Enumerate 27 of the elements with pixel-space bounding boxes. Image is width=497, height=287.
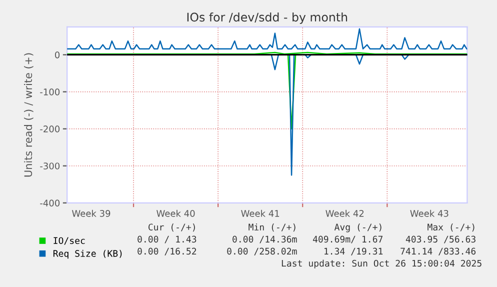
text: Min (-/+) bbox=[248, 224, 296, 232]
x-tick-label: Week 41 bbox=[241, 210, 280, 217]
y-tick-label: -400 bbox=[40, 200, 60, 206]
text: Cur (-/+) bbox=[148, 224, 195, 232]
y-axis-title: Units read (-) / write (+) bbox=[24, 53, 34, 177]
text: 0.00 /16.52 bbox=[138, 248, 196, 256]
x-tick-label: Week 43 bbox=[410, 210, 448, 217]
text: 0.00 /14.36m bbox=[232, 236, 297, 244]
text: 409.69m/ 1.67 bbox=[312, 236, 383, 244]
y-tick-label: -100 bbox=[40, 88, 60, 96]
x-tick-label: Week 42 bbox=[326, 210, 364, 217]
text: 1.34 /19.31 bbox=[324, 248, 383, 256]
legend-label: Req Size (KB) bbox=[53, 250, 122, 259]
y-tick-label: -200 bbox=[40, 126, 60, 132]
text: Avg (-/+) bbox=[334, 223, 382, 232]
text: Max (-/+) bbox=[428, 224, 474, 232]
text: 741.14 /833.46 bbox=[400, 248, 476, 256]
legend-label: IO/sec bbox=[54, 237, 85, 245]
text: 0.00 /258.02m bbox=[227, 248, 297, 256]
text: Last update: Sun Oct 26 15:00:04 2025 bbox=[282, 260, 482, 268]
x-tick-label: Week 39 bbox=[72, 210, 110, 217]
text: 403.95 /56.63 bbox=[406, 236, 476, 244]
x-tick-label: Week 40 bbox=[156, 210, 195, 217]
text: 0.00 / 1.43 bbox=[138, 236, 196, 244]
chart-title: IOs for /dev/sdd - by month bbox=[187, 12, 348, 24]
y-tick-label: 0 bbox=[55, 51, 60, 58]
y-tick-label: -300 bbox=[40, 162, 60, 170]
